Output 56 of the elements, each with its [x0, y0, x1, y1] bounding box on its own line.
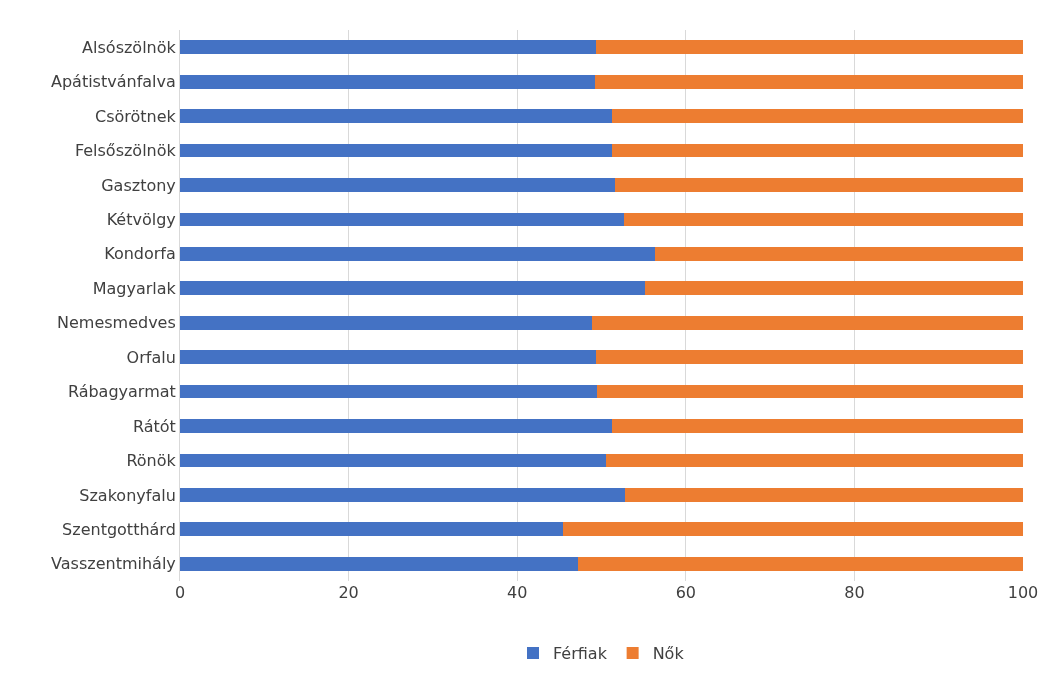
bar — [645, 281, 1023, 296]
bar — [596, 40, 1023, 55]
bar — [562, 522, 1023, 537]
y-tick-label: Kétvölgy — [106, 210, 176, 230]
bar — [592, 315, 1023, 330]
y-tick-label: Rábagyarmat — [67, 382, 176, 402]
bar — [180, 350, 596, 365]
bar — [180, 384, 598, 399]
bar — [180, 488, 626, 502]
bar — [605, 453, 1023, 468]
y-tick-label: Orfalu — [126, 347, 176, 367]
legend-label: Nők — [652, 644, 685, 664]
bar — [180, 74, 595, 89]
bar — [624, 212, 1023, 227]
x-tick-label: 60 — [675, 583, 696, 602]
y-tick-label: Csörötnek — [94, 106, 177, 126]
y-tick-label: Vasszentmihály — [51, 554, 176, 574]
bar — [180, 419, 613, 433]
bar — [614, 178, 1023, 192]
x-tick-label: 80 — [844, 583, 865, 602]
y-tick-label: Rátót — [132, 416, 176, 436]
y-tick-label: Apátistvánfalva — [50, 72, 176, 92]
bar — [180, 212, 625, 227]
bar — [595, 350, 1023, 365]
bar — [180, 109, 612, 123]
bar — [180, 522, 563, 537]
bar — [594, 74, 1023, 89]
y-tick-label: Alsószölnök — [82, 37, 177, 57]
bar — [180, 556, 578, 571]
y-tick-label: Szakonyfalu — [79, 485, 176, 505]
bar — [180, 143, 612, 158]
y-tick-label: Rönök — [126, 451, 177, 471]
bar — [611, 109, 1023, 123]
y-tick-label: Szentgotthárd — [62, 519, 176, 539]
y-tick-label: Kondorfa — [104, 244, 176, 264]
bar — [654, 246, 1023, 261]
x-tick-label: 100 — [1007, 583, 1039, 602]
bar — [611, 143, 1023, 158]
y-tick-label: Nemesmedves — [56, 313, 176, 333]
y-tick-label: Magyarlak — [92, 278, 177, 298]
bar — [180, 40, 597, 55]
x-tick-label: 0 — [174, 583, 186, 602]
bar — [180, 453, 606, 468]
bar — [180, 246, 655, 261]
bar — [180, 281, 646, 296]
x-tick-label: 40 — [507, 583, 528, 602]
x-tick-label: 20 — [338, 583, 359, 602]
y-tick-label: Gasztony — [101, 175, 176, 195]
bar — [180, 178, 615, 192]
legend-label: Férfiak — [553, 644, 608, 664]
y-tick-label: Felsőszölnök — [74, 141, 177, 161]
bar — [597, 384, 1023, 399]
bar — [577, 556, 1023, 571]
bar — [612, 419, 1023, 433]
bar — [180, 315, 593, 330]
bar — [625, 488, 1023, 502]
